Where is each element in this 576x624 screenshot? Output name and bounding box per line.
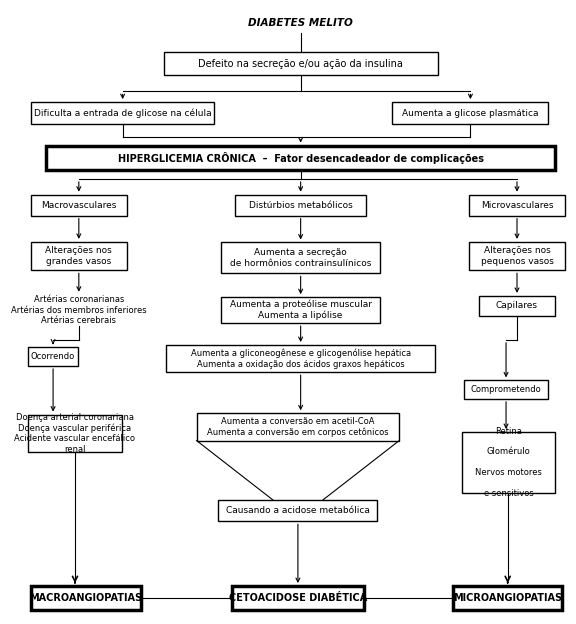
Bar <box>462 432 555 493</box>
Text: Aumenta a secreção
de hormônios contrainsulínicos: Aumenta a secreção de hormônios contrain… <box>230 248 372 268</box>
Text: Dificulta a entrada de glicose na célula: Dificulta a entrada de glicose na célula <box>34 109 211 118</box>
Text: Alterações nos
grandes vasos: Alterações nos grandes vasos <box>46 246 112 266</box>
Bar <box>221 242 380 273</box>
Bar <box>166 345 435 373</box>
Bar <box>46 145 555 170</box>
Text: Defeito na secreção e/ou ação da insulina: Defeito na secreção e/ou ação da insulin… <box>198 59 403 69</box>
Text: Aumenta a proteólise muscular
Aumenta a lipólise: Aumenta a proteólise muscular Aumenta a … <box>230 300 372 320</box>
Bar <box>221 297 380 323</box>
Text: Causando a acidose metabólica: Causando a acidose metabólica <box>226 506 370 515</box>
Bar <box>479 296 555 316</box>
Text: CETOACIDOSE DIABÉTICA: CETOACIDOSE DIABÉTICA <box>229 593 367 603</box>
Text: Aumenta a gliconeogênese e glicogenólise hepática
Aumenta a oxidação dos ácidos : Aumenta a gliconeogênese e glicogenólise… <box>191 349 411 369</box>
Text: Ocorrendo: Ocorrendo <box>31 352 75 361</box>
Text: Aumenta a conversão em acetil-CoA
Aumenta a conversão em corpos cetônicos: Aumenta a conversão em acetil-CoA Aument… <box>207 417 389 437</box>
Bar <box>164 52 438 76</box>
Bar <box>469 242 565 270</box>
Text: Comprometendo: Comprometendo <box>471 385 541 394</box>
Bar <box>453 586 562 610</box>
Text: Microvasculares: Microvasculares <box>481 201 554 210</box>
Text: Macrovasculares: Macrovasculares <box>41 201 116 210</box>
Text: Capilares: Capilares <box>496 301 538 310</box>
Text: HIPERGLICEMIA CRÔNICA  –  Fator desencadeador de complicações: HIPERGLICEMIA CRÔNICA – Fator desencadea… <box>118 152 484 164</box>
Bar <box>31 102 214 124</box>
Bar <box>31 195 127 216</box>
Bar <box>218 500 377 521</box>
Text: Distúrbios metabólicos: Distúrbios metabólicos <box>249 201 353 210</box>
Text: DIABETES MELITO: DIABETES MELITO <box>248 18 353 28</box>
Bar <box>469 195 565 216</box>
Text: MICROANGIOPATIAS: MICROANGIOPATIAS <box>453 593 562 603</box>
Bar <box>235 195 366 216</box>
Bar <box>196 413 399 441</box>
Bar <box>232 586 363 610</box>
Text: Aumenta a glicose plasmática: Aumenta a glicose plasmática <box>402 109 539 118</box>
Bar <box>392 102 548 124</box>
Bar <box>464 381 548 399</box>
Text: Retina

Glomérulo

Nervos motores

e sensitivos: Retina Glomérulo Nervos motores e sensit… <box>475 427 542 498</box>
Text: Alterações nos
pequenos vasos: Alterações nos pequenos vasos <box>480 246 554 266</box>
Bar <box>28 414 122 452</box>
Bar <box>31 242 127 270</box>
Bar <box>31 586 141 610</box>
Bar <box>28 348 78 366</box>
Text: Doença arterial coronariana
Doença vascular periférica
Acidente vascular encefál: Doença arterial coronariana Doença vascu… <box>14 412 135 454</box>
Text: Artérias coronarianas
Artérias dos membros inferiores
Artérias cerebrais: Artérias coronarianas Artérias dos membr… <box>11 295 147 325</box>
Text: MACROANGIOPATIAS: MACROANGIOPATIAS <box>29 593 142 603</box>
